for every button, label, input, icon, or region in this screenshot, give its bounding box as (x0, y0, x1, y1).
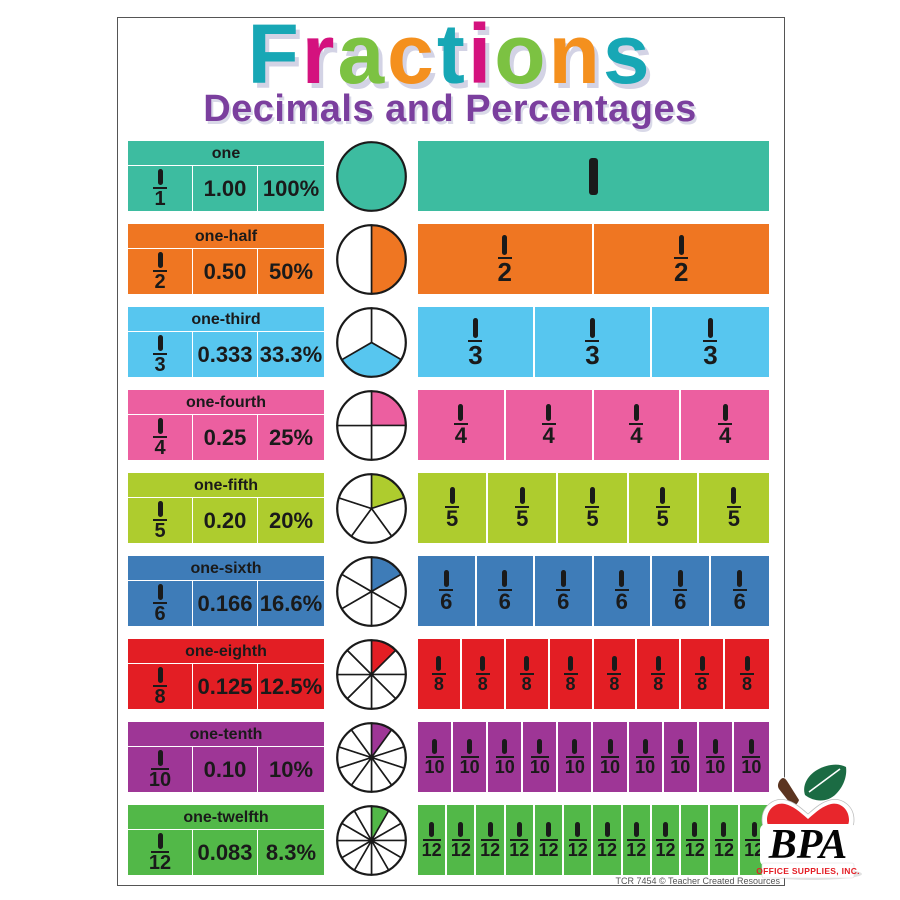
svg-text:OFFICE SUPPLIES, INC.: OFFICE SUPPLIES, INC. (756, 866, 860, 876)
svg-text:BPA: BPA (768, 822, 848, 868)
